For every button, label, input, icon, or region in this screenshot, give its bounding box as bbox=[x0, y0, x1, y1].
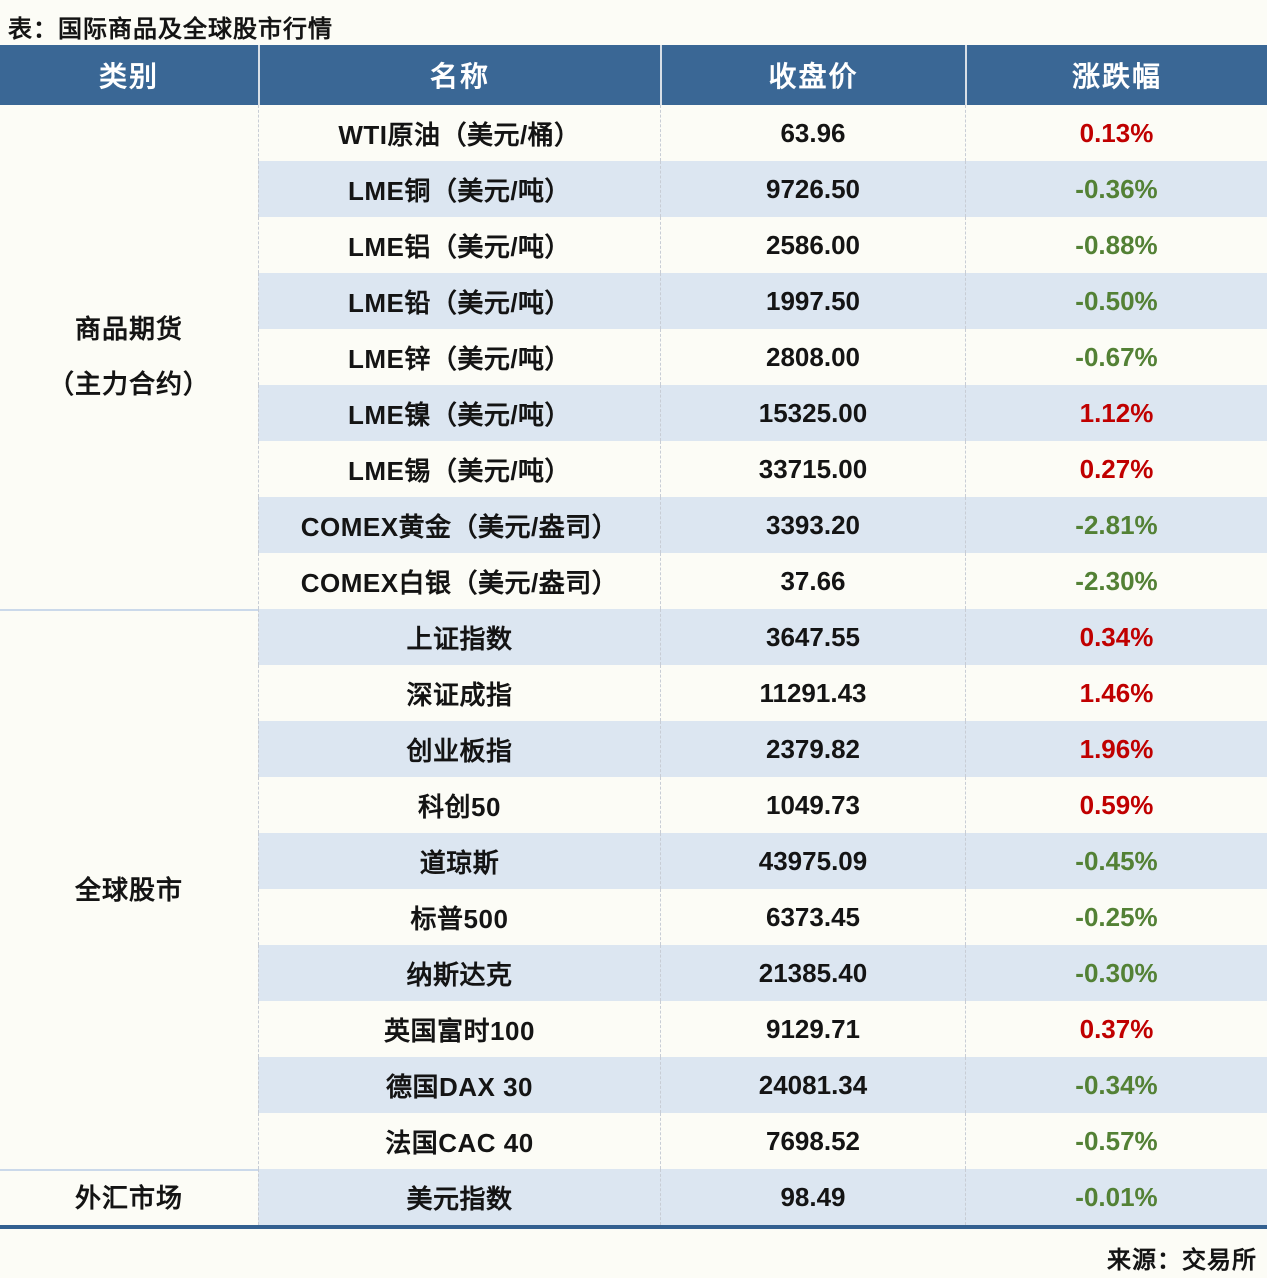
instrument-name: 美元指数 bbox=[258, 1169, 660, 1225]
table-row: 科创50 1049.73 0.59% bbox=[258, 777, 1267, 833]
change-percent: 0.27% bbox=[965, 441, 1267, 497]
instrument-name: LME铅（美元/吨） bbox=[258, 273, 660, 329]
change-percent: -0.57% bbox=[965, 1113, 1267, 1169]
close-price: 24081.34 bbox=[660, 1057, 965, 1113]
table-row: 深证成指 11291.43 1.46% bbox=[258, 665, 1267, 721]
change-percent: 1.12% bbox=[965, 385, 1267, 441]
close-price: 6373.45 bbox=[660, 889, 965, 945]
close-price: 33715.00 bbox=[660, 441, 965, 497]
instrument-name: LME锡（美元/吨） bbox=[258, 441, 660, 497]
instrument-name: 上证指数 bbox=[258, 609, 660, 665]
table-row: COMEX白银（美元/盎司） 37.66 -2.30% bbox=[258, 553, 1267, 609]
column-header-change: 涨跌幅 bbox=[965, 45, 1267, 105]
close-price: 7698.52 bbox=[660, 1113, 965, 1169]
change-percent: 1.46% bbox=[965, 665, 1267, 721]
close-price: 63.96 bbox=[660, 105, 965, 161]
close-price: 3393.20 bbox=[660, 497, 965, 553]
close-price: 98.49 bbox=[660, 1169, 965, 1225]
instrument-name: 科创50 bbox=[258, 777, 660, 833]
change-percent: 0.37% bbox=[965, 1001, 1267, 1057]
close-price: 21385.40 bbox=[660, 945, 965, 1001]
instrument-name: 纳斯达克 bbox=[258, 945, 660, 1001]
column-header-name: 名称 bbox=[258, 45, 660, 105]
close-price: 11291.43 bbox=[660, 665, 965, 721]
instrument-name: LME镍（美元/吨） bbox=[258, 385, 660, 441]
source-label: 来源：交易所 bbox=[1107, 1247, 1257, 1274]
change-percent: 0.34% bbox=[965, 609, 1267, 665]
instrument-name: COMEX白银（美元/盎司） bbox=[258, 553, 660, 609]
table-row: 道琼斯 43975.09 -0.45% bbox=[258, 833, 1267, 889]
close-price: 43975.09 bbox=[660, 833, 965, 889]
instrument-name: COMEX黄金（美元/盎司） bbox=[258, 497, 660, 553]
table-row: LME铝（美元/吨） 2586.00 -0.88% bbox=[258, 217, 1267, 273]
market-table: 类别 名称 收盘价 涨跌幅 商品期货 （主力合约） 全球股市外汇市场 WTI原油（美… bbox=[0, 45, 1267, 1229]
instrument-name: 法国CAC 40 bbox=[258, 1113, 660, 1169]
change-percent: -0.36% bbox=[965, 161, 1267, 217]
change-percent: 1.96% bbox=[965, 721, 1267, 777]
close-price: 3647.55 bbox=[660, 609, 965, 665]
change-percent: -0.01% bbox=[965, 1169, 1267, 1225]
change-percent: 0.59% bbox=[965, 777, 1267, 833]
instrument-name: 道琼斯 bbox=[258, 833, 660, 889]
change-percent: -0.30% bbox=[965, 945, 1267, 1001]
change-percent: -0.45% bbox=[965, 833, 1267, 889]
table-row: 纳斯达克 21385.40 -0.30% bbox=[258, 945, 1267, 1001]
change-percent: -0.25% bbox=[965, 889, 1267, 945]
change-percent: -0.34% bbox=[965, 1057, 1267, 1113]
instrument-name: 创业板指 bbox=[258, 721, 660, 777]
instrument-name: 深证成指 bbox=[258, 665, 660, 721]
instrument-name: WTI原油（美元/桶） bbox=[258, 105, 660, 161]
category-label: 商品期货 bbox=[74, 314, 183, 344]
table-row: 德国DAX 30 24081.34 -0.34% bbox=[258, 1057, 1267, 1113]
table-row: 标普500 6373.45 -0.25% bbox=[258, 889, 1267, 945]
table-row: LME镍（美元/吨） 15325.00 1.12% bbox=[258, 385, 1267, 441]
category-label: 全球股市 bbox=[74, 874, 183, 905]
table-row: 上证指数 3647.55 0.34% bbox=[258, 609, 1267, 665]
table-row: 美元指数 98.49 -0.01% bbox=[258, 1169, 1267, 1225]
instrument-name: LME锌（美元/吨） bbox=[258, 329, 660, 385]
category-label: 外汇市场 bbox=[74, 1182, 183, 1213]
category-label: （主力合约） bbox=[47, 369, 210, 399]
instrument-name: 标普500 bbox=[258, 889, 660, 945]
table-row: LME锌（美元/吨） 2808.00 -0.67% bbox=[258, 329, 1267, 385]
instrument-name: LME铜（美元/吨） bbox=[258, 161, 660, 217]
column-header-category: 类别 bbox=[98, 61, 159, 92]
change-percent: -0.67% bbox=[965, 329, 1267, 385]
table-row: LME铅（美元/吨） 1997.50 -0.50% bbox=[258, 273, 1267, 329]
table-row: 创业板指 2379.82 1.96% bbox=[258, 721, 1267, 777]
table-bottom-border bbox=[0, 1225, 1267, 1229]
instrument-name: 德国DAX 30 bbox=[258, 1057, 660, 1113]
category-cell: 外汇市场 bbox=[0, 1169, 258, 1225]
change-percent: -0.50% bbox=[965, 273, 1267, 329]
close-price: 9726.50 bbox=[660, 161, 965, 217]
change-percent: 0.13% bbox=[965, 105, 1267, 161]
table-header-row: 类别 名称 收盘价 涨跌幅 bbox=[0, 45, 1267, 105]
close-price: 9129.71 bbox=[660, 1001, 965, 1057]
category-column: 商品期货 （主力合约） 全球股市外汇市场 bbox=[0, 105, 258, 1225]
close-price: 1997.50 bbox=[660, 273, 965, 329]
instrument-name: LME铝（美元/吨） bbox=[258, 217, 660, 273]
table-row: LME锡（美元/吨） 33715.00 0.27% bbox=[258, 441, 1267, 497]
category-cell: 全球股市 bbox=[0, 609, 258, 1169]
table-row: 英国富时100 9129.71 0.37% bbox=[258, 1001, 1267, 1057]
rows-column: WTI原油（美元/桶） 63.96 0.13% LME铜（美元/吨） 9726.50 -0… bbox=[258, 105, 1267, 1225]
close-price: 2586.00 bbox=[660, 217, 965, 273]
close-price: 37.66 bbox=[660, 553, 965, 609]
change-percent: -0.88% bbox=[965, 217, 1267, 273]
close-price: 1049.73 bbox=[660, 777, 965, 833]
table-row: WTI原油（美元/桶） 63.96 0.13% bbox=[258, 105, 1267, 161]
category-cell: 商品期货 （主力合约） bbox=[0, 105, 258, 609]
close-price: 2808.00 bbox=[660, 329, 965, 385]
change-percent: -2.81% bbox=[965, 497, 1267, 553]
table-row: LME铜（美元/吨） 9726.50 -0.36% bbox=[258, 161, 1267, 217]
close-price: 2379.82 bbox=[660, 721, 965, 777]
close-price: 15325.00 bbox=[660, 385, 965, 441]
table-body: 商品期货 （主力合约） 全球股市外汇市场 WTI原油（美元/桶） 63.96 0.13%… bbox=[0, 105, 1267, 1225]
page-title: 表：国际商品及全球股市行情 bbox=[8, 16, 333, 43]
change-percent: -2.30% bbox=[965, 553, 1267, 609]
column-header-close: 收盘价 bbox=[660, 45, 965, 105]
table-row: 法国CAC 40 7698.52 -0.57% bbox=[258, 1113, 1267, 1169]
instrument-name: 英国富时100 bbox=[258, 1001, 660, 1057]
table-row: COMEX黄金（美元/盎司） 3393.20 -2.81% bbox=[258, 497, 1267, 553]
